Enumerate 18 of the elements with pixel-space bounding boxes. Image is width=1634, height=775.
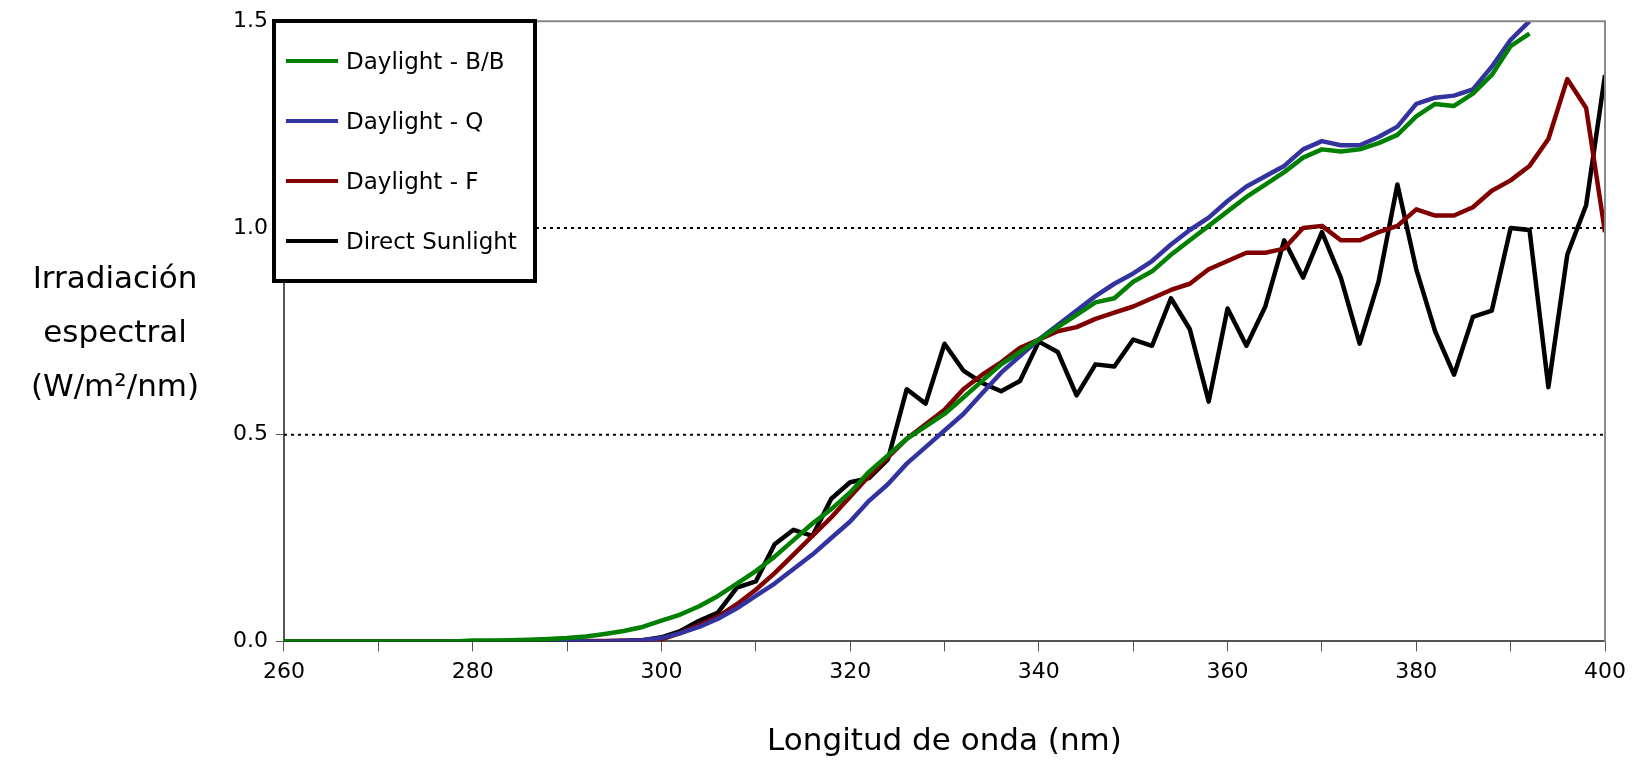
x-tick-label: 340 [1017,658,1060,684]
x-tick-label: 320 [829,658,872,684]
x-tick-label: 380 [1395,658,1438,684]
x-tick-label: 360 [1206,658,1249,684]
y-tick-label: 1.5 [232,6,268,32]
legend-label: Daylight - Q [345,108,484,135]
x-tick-label: 280 [451,658,494,684]
legend-label: Daylight - B/B [345,48,505,75]
legend-label: Direct Sunlight [345,228,517,255]
legend-label: Daylight - F [345,168,479,195]
x-tick-label: 300 [640,658,683,684]
x-tick-label: 400 [1584,658,1626,684]
x-axis-title: Longitud de onda (nm) [767,721,1122,758]
y-axis-title: Irradiación espectral (W/m²/nm) [29,258,201,406]
y-tick-label: 1.0 [232,213,268,239]
y-tick-label: 0.0 [232,627,268,653]
x-tick-label: 260 [262,658,305,684]
y-tick-label: 0.5 [232,420,268,446]
